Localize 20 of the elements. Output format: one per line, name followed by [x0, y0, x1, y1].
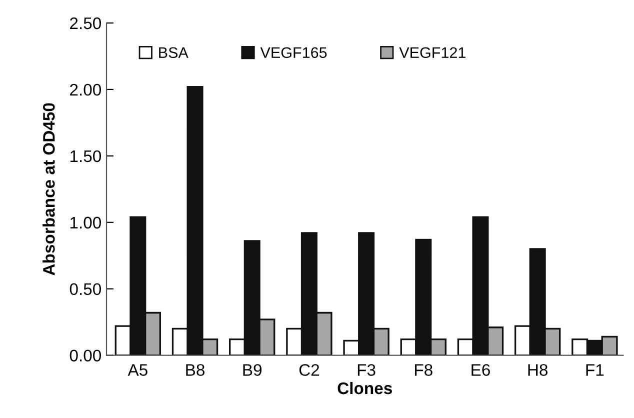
- x-tick-label: H8: [528, 364, 548, 376]
- legend-label: VEGF165: [260, 47, 327, 58]
- x-tick-label: F3: [358, 364, 376, 376]
- y-tick-label: 2.00: [70, 84, 101, 96]
- y-tick-label: 1.50: [70, 150, 101, 162]
- x-axis-title: Clones: [338, 382, 392, 394]
- y-tick-label: 2.50: [70, 17, 101, 30]
- x-tick-label: C2: [299, 364, 320, 376]
- legend-label: VEGF121: [399, 47, 466, 58]
- x-tick-label: F1: [586, 364, 604, 376]
- x-tick-label: F8: [415, 364, 432, 376]
- x-tick-label: B8: [186, 364, 204, 376]
- legend-label: BSA: [159, 47, 188, 58]
- y-axis-title: Absorbance at OD450: [42, 103, 55, 276]
- x-tick-label: E6: [472, 364, 490, 376]
- x-tick-label: B9: [243, 364, 262, 376]
- y-tick-label: 0.00: [70, 350, 101, 362]
- y-tick-label: 0.50: [70, 283, 101, 296]
- x-tick-label: A5: [128, 364, 148, 376]
- y-tick-label: 1.00: [70, 216, 101, 229]
